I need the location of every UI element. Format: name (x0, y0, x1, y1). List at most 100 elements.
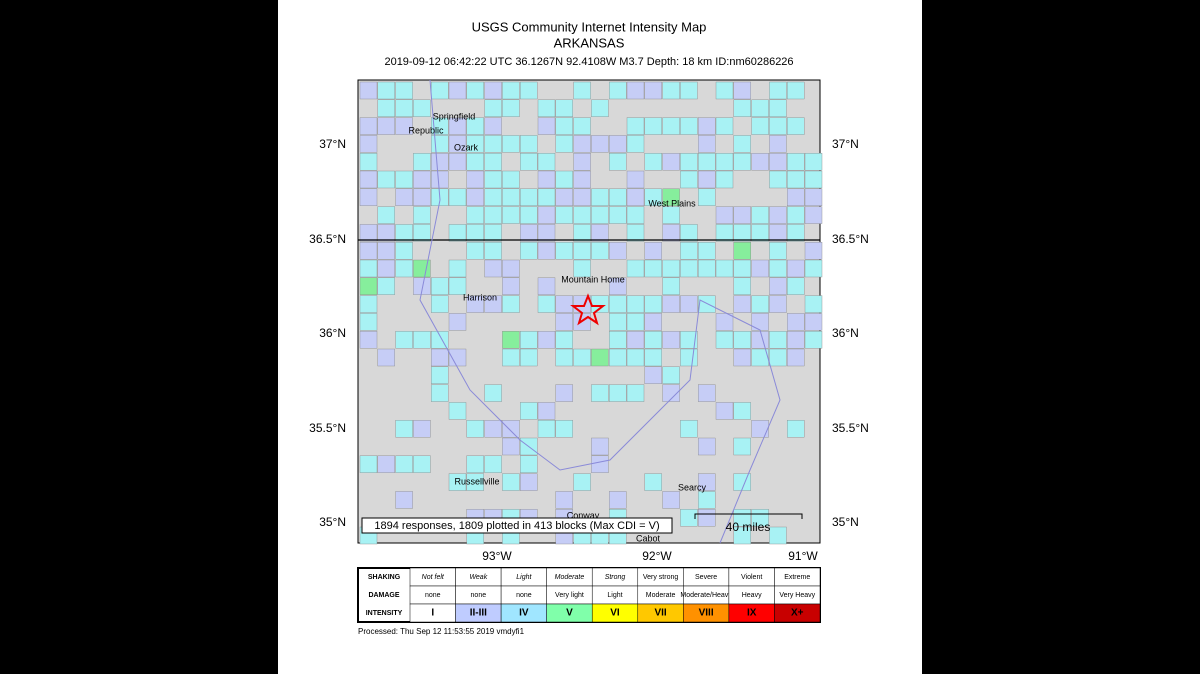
block (377, 224, 395, 242)
place-label: Republic (408, 125, 444, 135)
block (698, 437, 716, 456)
block (573, 224, 591, 242)
legend-text: Light (607, 592, 622, 599)
lat-label-left: 36.5°N (309, 232, 346, 246)
block (787, 81, 805, 100)
block (698, 295, 716, 313)
block (769, 224, 787, 242)
block (395, 259, 413, 278)
block (787, 152, 805, 171)
legend-row-header: SHAKING (368, 574, 401, 581)
block (502, 259, 520, 278)
block (662, 188, 680, 207)
block (448, 277, 467, 295)
block (733, 206, 751, 224)
block (609, 206, 627, 224)
block (573, 241, 591, 260)
block (644, 81, 662, 100)
block (537, 402, 556, 420)
block (698, 135, 716, 153)
block (520, 135, 538, 153)
block (769, 135, 787, 153)
block (698, 188, 716, 207)
block (787, 420, 805, 438)
block (502, 277, 520, 295)
block (662, 81, 680, 100)
block (787, 224, 805, 242)
block (733, 135, 751, 153)
block (769, 152, 787, 171)
place-label: Cabot (636, 533, 661, 543)
block (502, 206, 520, 224)
block (359, 455, 378, 473)
block (448, 188, 467, 207)
legend-text: VIII (699, 608, 714, 619)
block (448, 348, 467, 367)
legend-row-header: DAMAGE (368, 592, 399, 599)
block (502, 420, 520, 438)
block (715, 152, 734, 171)
block (804, 331, 823, 349)
block (377, 241, 395, 260)
lon-label: 92°W (642, 549, 672, 563)
block (626, 206, 645, 224)
block (787, 188, 805, 207)
region: ARKANSAS (554, 35, 625, 50)
block (609, 188, 627, 207)
block (662, 366, 680, 384)
block (662, 277, 680, 295)
block (626, 295, 645, 313)
block (698, 509, 716, 527)
block (395, 81, 413, 100)
block (751, 259, 769, 278)
block (591, 135, 609, 153)
block (751, 348, 769, 367)
block (680, 259, 698, 278)
block (359, 331, 378, 349)
block (626, 117, 645, 135)
block (395, 331, 413, 349)
place-label: West Plains (648, 198, 696, 208)
block (769, 241, 787, 260)
block (609, 313, 627, 331)
block (484, 241, 502, 260)
block (751, 313, 769, 331)
legend-text: Weak (469, 574, 487, 581)
block (537, 170, 556, 189)
block (520, 241, 538, 260)
lat-label-left: 35°N (319, 515, 346, 529)
block (609, 348, 627, 367)
block (377, 117, 395, 135)
block (466, 224, 484, 242)
block (715, 402, 734, 420)
block (626, 331, 645, 349)
legend-text: Moderate (646, 592, 676, 599)
block (680, 420, 698, 438)
legend-row-header: INTENSITY (366, 610, 403, 617)
block (787, 206, 805, 224)
block (644, 331, 662, 349)
block (395, 188, 413, 207)
block (751, 509, 769, 527)
block (626, 313, 645, 331)
block (555, 188, 573, 207)
block (733, 402, 751, 420)
block (698, 473, 716, 491)
block (573, 117, 591, 135)
block (733, 81, 751, 100)
block (591, 241, 609, 260)
block (662, 491, 680, 509)
block (715, 259, 734, 278)
block (680, 117, 698, 135)
block (502, 348, 520, 367)
block (769, 206, 787, 224)
block (537, 99, 556, 118)
block (448, 81, 467, 100)
block (626, 224, 645, 242)
block (413, 259, 431, 278)
block (609, 81, 627, 100)
block (484, 81, 502, 100)
block (644, 348, 662, 367)
block (573, 259, 591, 278)
block (448, 224, 467, 242)
